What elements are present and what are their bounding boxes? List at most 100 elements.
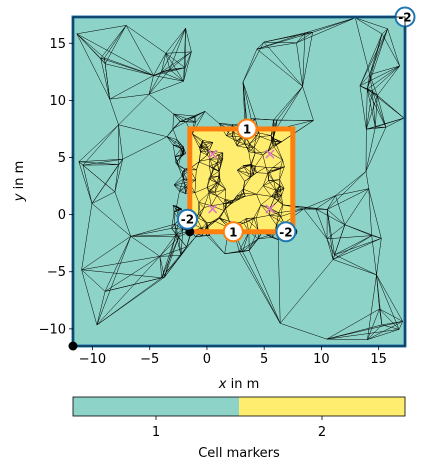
mesh-edge [206,235,225,254]
mesh-edge [359,65,400,87]
mesh-edge [256,194,262,205]
mesh-edge [130,228,172,237]
mesh-edge [118,124,168,137]
mesh-edge [275,185,280,191]
mesh-edge [180,236,196,256]
mesh-edge [254,154,264,167]
mesh-edge [256,172,268,174]
mesh-edge [214,188,226,193]
mesh-edge [202,140,213,143]
mesh-edge [247,147,256,154]
mesh-edge [344,188,369,225]
mesh-edge [372,65,400,92]
mesh-edge [220,152,224,163]
mesh-edge [367,65,400,90]
mesh-edge [104,25,127,64]
mesh-edge [201,225,208,229]
mesh-edge [355,17,370,75]
mesh-edge [114,159,123,192]
mesh-edge [381,33,400,67]
mesh-edge [269,215,281,217]
mesh-edge [236,143,245,147]
mesh-edge [81,236,131,271]
mesh-edge [372,90,405,119]
mesh-edge [315,208,328,239]
mesh-edge [192,133,203,141]
mesh-edge [109,99,119,125]
mesh-edge [304,17,356,34]
mesh-edge [182,171,184,180]
mesh-edge [209,152,223,160]
mesh-edge [210,167,214,177]
mesh-edge [153,67,186,76]
mesh-edge [96,276,165,326]
mesh-edge [237,170,245,182]
mesh-edge [180,229,184,256]
mesh-edge [376,238,382,275]
mesh-edge [185,28,192,52]
mesh-edge [232,199,235,204]
mesh-edge [176,139,184,149]
mesh-edge [165,51,192,54]
boundary-marker-label: -2 [279,225,292,239]
mesh-edge [169,67,186,70]
mesh-edge [237,165,244,171]
y-tick-label: 10 [49,94,66,109]
mesh-edge [224,199,228,203]
mesh-edge [365,127,376,172]
mesh-edge [335,195,346,225]
mesh-edge [173,208,180,213]
mesh-edge [326,209,335,255]
mesh-edge [249,132,260,145]
colorbar: 1 2 Cell markers [72,396,406,461]
colorbar-segment-2 [239,397,405,416]
mesh-edge [208,183,220,192]
mesh-edge [387,28,400,67]
mesh-edge [200,145,210,151]
x-tick-label: −10 [79,352,106,367]
mesh-edge [262,145,274,156]
mesh-edge [271,140,282,143]
mesh-edge [172,205,175,213]
mesh-edge [130,236,179,238]
mesh-edge [279,179,285,189]
mesh-edge [178,165,183,173]
mesh-edge [209,166,220,172]
mesh-edge [267,171,270,174]
mesh-edge [100,58,110,100]
mesh-edge [260,204,270,210]
mesh-edge [200,215,208,227]
mesh-edge [173,113,196,117]
mesh-edge [355,17,383,35]
mesh-edge [173,184,180,192]
mesh-edge [244,143,248,149]
mesh-edge [209,158,218,164]
mesh-edge [195,169,197,181]
mesh-edge [253,147,264,156]
mesh-edge [109,75,154,100]
mesh-edge [198,154,208,163]
mesh-edge [375,95,378,128]
mesh-edge [247,143,250,149]
y-tick-label: −10 [39,322,66,337]
mesh-edge [256,167,266,173]
mesh-edge [198,202,205,208]
mesh-edge [326,224,346,240]
mesh-edge [91,191,116,204]
mesh-edge [161,28,186,73]
mesh-edge [279,166,285,180]
mesh-edge [332,235,372,260]
mesh-edge [334,238,382,256]
mesh-edge [267,166,285,174]
mesh-edge [260,196,272,206]
mesh-edge [173,212,176,225]
mesh-edge [194,187,208,193]
mesh-edge [118,159,123,165]
mesh-edge [104,25,127,59]
mesh-edge [206,221,212,224]
mesh-edge [258,237,272,240]
colorbar-tick-label-1: 1 [152,425,160,440]
mesh-edge [248,143,250,152]
mesh-edge [253,166,256,175]
mesh-edge [176,191,180,207]
